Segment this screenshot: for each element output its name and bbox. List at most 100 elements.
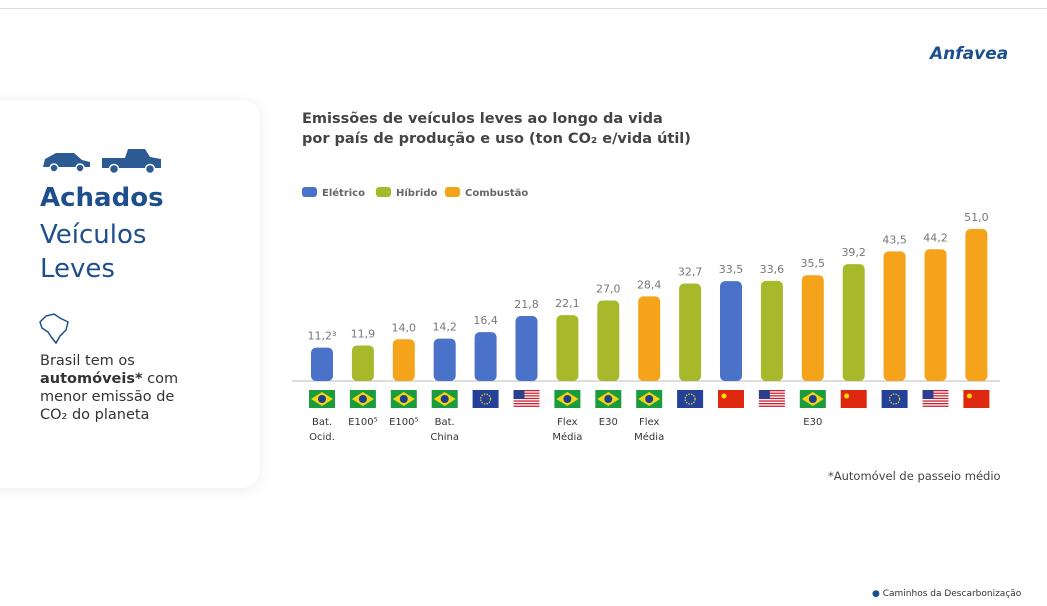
flag-stripe: [922, 400, 949, 402]
category-label: E100⁵: [348, 417, 378, 428]
flag-bg: [840, 390, 867, 408]
flag: [758, 390, 785, 408]
flag-stripe: [922, 395, 949, 397]
text: com menor emissão de CO₂ do planeta: [40, 371, 179, 423]
bar: [760, 280, 783, 381]
flag: [840, 390, 867, 408]
category-label: Bat. China: [430, 417, 459, 443]
flag-stars: [888, 393, 901, 405]
flag-stripe: [758, 403, 785, 405]
flag: [309, 390, 335, 408]
value-label: 35,5: [801, 257, 826, 270]
chart-title: Emissões de veículos leves ao longo da v…: [302, 111, 663, 127]
flag-stars: [480, 393, 492, 405]
flag: [554, 390, 581, 408]
legend-label: Combustão: [465, 188, 528, 199]
value-label: 43,5: [882, 233, 907, 246]
text: Brasil tem os: [40, 353, 135, 369]
footer: ● Caminhos da Descarbonização: [872, 589, 1022, 599]
flag-star: [721, 393, 727, 399]
category-label: E100⁵: [389, 417, 419, 428]
flag-globe: [358, 395, 367, 403]
flag: [963, 390, 990, 408]
flag-canton: [513, 390, 525, 399]
value-label: 44,2: [923, 231, 948, 244]
flag-globe: [604, 395, 613, 403]
bar: [720, 281, 742, 381]
bar: [351, 345, 374, 381]
flag: [431, 390, 458, 408]
legend-swatch: [445, 187, 460, 197]
car-icons: [43, 149, 161, 175]
value-label: 28,4: [637, 278, 662, 291]
bar: [638, 296, 661, 381]
value-label: 27,0: [596, 283, 621, 296]
flag: [799, 390, 826, 408]
flag-bg: [718, 390, 744, 408]
flag-bg: [677, 390, 704, 408]
flag: [922, 390, 949, 408]
flag-stripe: [513, 397, 540, 400]
value-label: 11,9: [351, 328, 376, 341]
flag-stripe: [758, 405, 785, 407]
bar: [965, 229, 988, 381]
brazil-icon: [39, 313, 69, 345]
category-label: Flex Média: [634, 417, 665, 443]
legend-label: Híbrido: [396, 187, 437, 199]
value-label: 11,2³: [308, 330, 337, 343]
flag-stripe: [922, 403, 949, 405]
flag-stripe: [758, 397, 785, 400]
flag: [677, 390, 704, 408]
flag-stripe: [758, 400, 785, 402]
flag-globe: [399, 395, 408, 403]
value-label: 39,2: [841, 246, 866, 259]
logo: Anfavea: [930, 44, 1009, 64]
bar: [515, 316, 538, 381]
flag: [472, 390, 499, 408]
sidebar-title: Achados: [40, 183, 164, 213]
sidebar-text: Brasil tem os automóveis* com menor emis…: [40, 352, 200, 424]
flag-stars: [684, 393, 696, 405]
flag: [349, 390, 376, 408]
flag-stripe: [758, 390, 785, 392]
flag: [595, 390, 622, 408]
flag-stripe: [758, 395, 785, 397]
text-bold: automóveis*: [40, 371, 143, 387]
chart-subtitle: por país de produção e uso (ton CO₂ e/vi…: [302, 131, 691, 147]
flag-bg: [881, 390, 908, 408]
flag-stripe: [513, 400, 540, 402]
category-label: E30: [803, 417, 823, 428]
flag-canton: [922, 390, 934, 399]
bar: [801, 275, 824, 381]
bar: [311, 347, 333, 381]
flag-stripe: [758, 392, 785, 394]
flag-star: [966, 393, 972, 399]
bar: [392, 339, 415, 381]
footer-text: Caminhos da Descarbonização: [882, 589, 1022, 599]
category-label: Flex Média: [552, 417, 583, 443]
flag-star: [844, 393, 850, 399]
value-label: 21,8: [514, 298, 539, 311]
flag-bg: [963, 390, 990, 408]
category-label: E30: [598, 417, 618, 428]
bar: [842, 264, 865, 381]
category-label: Bat. Ocid.: [309, 417, 335, 443]
bar: [924, 249, 947, 381]
flag-stripe: [922, 392, 949, 394]
subtitle-line: Veículos: [40, 220, 147, 250]
value-label: 33,5: [719, 263, 744, 276]
flag: [390, 390, 417, 408]
value-label: 33,6: [760, 263, 785, 276]
flag-stripe: [513, 403, 540, 405]
flag-stripe: [513, 405, 540, 407]
value-label: 51,0: [964, 211, 989, 224]
flag-bg: [472, 390, 499, 408]
flag-stripe: [513, 390, 540, 392]
note: *Automóvel de passeio médio: [828, 469, 1001, 483]
bar: [679, 283, 702, 381]
flag-canton: [758, 390, 770, 399]
flag: [718, 390, 744, 408]
flag-globe: [563, 395, 572, 403]
